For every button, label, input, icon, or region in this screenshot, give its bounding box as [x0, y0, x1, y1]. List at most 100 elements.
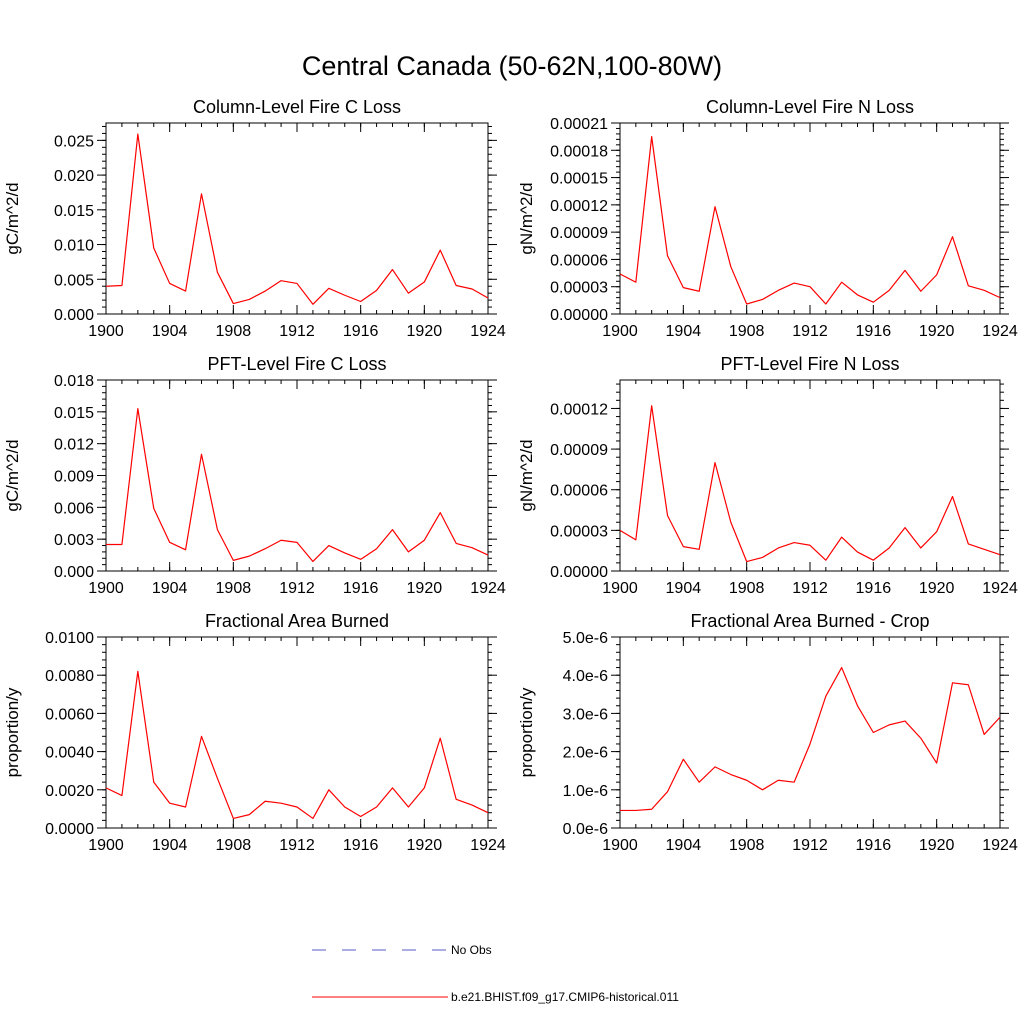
- x-tick-label: 1924: [470, 323, 506, 340]
- x-tick-label: 1904: [666, 323, 702, 340]
- x-tick-label: 1900: [88, 837, 124, 854]
- series-line-1: [619, 136, 1001, 305]
- series-line-1: [620, 666, 1001, 812]
- x-tick-label: 1904: [152, 580, 188, 597]
- x-tick-label: 1904: [152, 837, 188, 854]
- panel-title: Fractional Area Burned: [205, 611, 389, 631]
- y-tick-label: 0.009: [54, 469, 94, 486]
- panels: Column-Level Fire C Loss 1900 1904 1908 1912…: [3, 97, 1018, 854]
- y-axis-label: proportion/y: [517, 687, 536, 777]
- y-tick-label: 0.000: [54, 307, 94, 324]
- panel-title: Column-Level Fire C Loss: [193, 97, 401, 117]
- x-tick-label: 1916: [343, 837, 379, 854]
- panel-2: Column-Level Fire N Loss 1900 1904 1908 1912…: [517, 97, 1018, 340]
- series-line-1: [105, 133, 489, 305]
- legend-label-1: No Obs: [451, 943, 492, 957]
- x-tick-label: 1920: [407, 580, 443, 597]
- x-tick-label: 1900: [88, 323, 124, 340]
- y-tick-label: 0.00009: [550, 225, 608, 242]
- y-tick-label: 0.005: [54, 272, 94, 289]
- y-tick-label: 0.012: [54, 437, 94, 454]
- x-tick-label: 1924: [982, 580, 1018, 597]
- y-tick-label: 0.000: [54, 564, 94, 581]
- x-tick-label: 1916: [343, 323, 379, 340]
- x-tick-label: 1924: [470, 837, 506, 854]
- y-tick-label: 0.00006: [550, 483, 608, 500]
- y-tick-label: 0.00012: [550, 198, 608, 215]
- y-tick-label: 0.018: [54, 373, 94, 390]
- x-tick-label: 1916: [856, 837, 892, 854]
- y-axis-label: gC/m^2/d: [3, 439, 22, 511]
- panel-title: Column-Level Fire N Loss: [706, 97, 914, 117]
- y-tick-label: 0.010: [54, 238, 94, 255]
- panel-4: PFT-Level Fire N Loss 1900 1904 1908 1912 191…: [517, 354, 1018, 597]
- y-tick-label: 0.00003: [550, 523, 608, 540]
- y-tick-label: 0.00021: [550, 116, 608, 133]
- y-tick-label: 0.00015: [550, 171, 608, 188]
- x-tick-label: 1904: [666, 837, 702, 854]
- x-tick-label: 1900: [88, 580, 124, 597]
- x-tick-label: 1908: [729, 837, 765, 854]
- x-tick-label: 1904: [152, 323, 188, 340]
- x-tick-label: 1908: [729, 323, 765, 340]
- y-tick-label: 0.00009: [550, 442, 608, 459]
- y-tick-label: 0.015: [54, 405, 94, 422]
- x-tick-label: 1916: [856, 323, 892, 340]
- y-tick-label: 0.00000: [550, 307, 608, 324]
- x-tick-label: 1916: [856, 580, 892, 597]
- plot-frame: [619, 379, 1001, 572]
- x-tick-label: 1912: [279, 837, 315, 854]
- y-tick-label: 0.0020: [45, 783, 94, 800]
- plot-frame: [105, 122, 489, 315]
- panel-title: PFT-Level Fire N Loss: [720, 354, 899, 374]
- x-tick-label: 1920: [919, 837, 955, 854]
- legend-label-2: b.e21.BHIST.f09_g17.CMIP6-historical.011: [451, 990, 679, 1004]
- y-tick-label: 4.0e-6: [563, 668, 608, 685]
- y-tick-label: 0.0e-6: [563, 821, 608, 838]
- y-tick-label: 0.025: [54, 133, 94, 150]
- y-axis-label: gN/m^2/d: [517, 182, 536, 254]
- y-tick-label: 2.0e-6: [563, 745, 608, 762]
- main-title: Central Canada (50-62N,100-80W): [302, 51, 722, 81]
- y-tick-label: 0.00003: [550, 280, 608, 297]
- x-tick-label: 1924: [470, 580, 506, 597]
- x-tick-label: 1920: [407, 323, 443, 340]
- legend: No Obs b.e21.BHIST.f09_g17.CMIP6-historic…: [312, 943, 679, 1004]
- panel-3: PFT-Level Fire C Loss 1900 1904 1908 1912 191…: [3, 354, 506, 597]
- y-tick-label: 5.0e-6: [563, 630, 608, 647]
- plot-frame: [619, 122, 1001, 315]
- x-tick-label: 1924: [982, 837, 1018, 854]
- x-tick-label: 1912: [792, 837, 828, 854]
- x-tick-label: 1912: [792, 580, 828, 597]
- y-tick-label: 0.0100: [45, 630, 94, 647]
- y-tick-label: 0.020: [54, 168, 94, 185]
- x-tick-label: 1900: [602, 580, 638, 597]
- y-tick-label: 0.00006: [550, 252, 608, 269]
- y-tick-label: 0.0040: [45, 745, 94, 762]
- x-tick-label: 1912: [279, 323, 315, 340]
- x-tick-label: 1900: [602, 323, 638, 340]
- x-tick-label: 1920: [407, 837, 443, 854]
- x-tick-label: 1908: [216, 323, 252, 340]
- y-axis-label: proportion/y: [3, 687, 22, 777]
- y-axis-label: gC/m^2/d: [3, 182, 22, 254]
- y-tick-label: 0.006: [54, 500, 94, 517]
- panel-5: Fractional Area Burned 1900 1904 1908 1912 19…: [3, 611, 506, 854]
- x-tick-label: 1920: [919, 580, 955, 597]
- x-tick-label: 1912: [279, 580, 315, 597]
- y-tick-label: 0.00012: [550, 401, 608, 418]
- y-tick-label: 0.00000: [550, 564, 608, 581]
- panel-title: PFT-Level Fire C Loss: [207, 354, 386, 374]
- panel-title: Fractional Area Burned - Crop: [690, 611, 929, 631]
- x-tick-label: 1908: [729, 580, 765, 597]
- y-tick-label: 1.0e-6: [563, 783, 608, 800]
- y-axis-label: gN/m^2/d: [517, 439, 536, 511]
- x-tick-label: 1924: [982, 323, 1018, 340]
- series-line-1: [106, 408, 489, 563]
- x-tick-label: 1916: [343, 580, 379, 597]
- y-tick-label: 3.0e-6: [563, 706, 608, 723]
- plot-frame: [105, 636, 489, 829]
- x-tick-label: 1912: [792, 323, 828, 340]
- series-line-1: [619, 405, 1001, 563]
